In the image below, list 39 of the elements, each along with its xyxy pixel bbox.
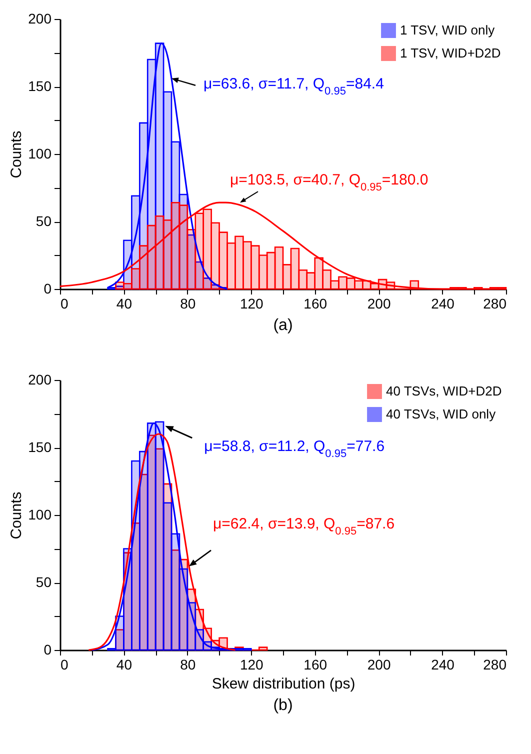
x-tick-label: 280: [483, 656, 507, 672]
y-tick-label: 200: [28, 372, 52, 388]
legend-label: 40 TSVs, WID only: [386, 406, 496, 422]
y-tick-label: 100: [28, 506, 52, 522]
legend-label: 1 TSV, WID+D2D: [400, 46, 501, 60]
x-tick-label: 40: [116, 296, 132, 312]
x-tick-label: 0: [60, 296, 68, 312]
y-tick-label: 100: [28, 146, 52, 162]
x-tick-label: 40: [116, 656, 132, 672]
x-axis-title: Skew distribution (ps): [212, 676, 356, 692]
annotation: μ=103.5, σ=40.7, Q$_{0.95}$=180.0: [230, 172, 428, 194]
y-tick-label: 150: [28, 439, 52, 455]
y-axis-title: Counts: [8, 130, 26, 178]
y-tick-label: 0: [44, 280, 52, 296]
annotation: μ=63.6, σ=11.7, Q$_{0.95}$=84.4: [204, 75, 384, 98]
x-tick-label: 160: [304, 656, 328, 672]
legend-label: 1 TSV, WID only: [400, 22, 496, 38]
text: (b): [273, 697, 293, 714]
y-tick-label: 150: [28, 78, 52, 94]
x-tick-label: 200: [367, 296, 391, 312]
x-tick-label: 240: [431, 296, 455, 312]
x-tick-label: 200: [367, 656, 391, 672]
y-axis-title: Counts: [8, 492, 26, 540]
x-tick-label: 120: [240, 296, 264, 312]
x-tick-label: 240: [431, 656, 455, 672]
text: (a): [273, 317, 293, 334]
x-tick-label: 80: [180, 296, 196, 312]
legend-label: 40 TSVs, WID+D2D: [386, 384, 502, 398]
x-tick-label: 280: [483, 296, 507, 312]
x-tick-label: 160: [304, 296, 328, 312]
annotation: μ=58.8, σ=11.2, Q$_{0.95}$=77.6: [204, 438, 385, 460]
annotation: μ=62.4, σ=13.9, Q$_{0.95}$=87.6: [213, 515, 395, 538]
y-tick-label: 200: [28, 10, 52, 26]
x-tick-label: 0: [60, 656, 68, 672]
x-tick-label: 80: [180, 656, 196, 672]
y-tick-label: 50: [36, 213, 52, 229]
y-tick-label: 0: [44, 642, 52, 658]
y-tick-label: 50: [36, 574, 52, 590]
x-tick-label: 120: [240, 656, 264, 672]
